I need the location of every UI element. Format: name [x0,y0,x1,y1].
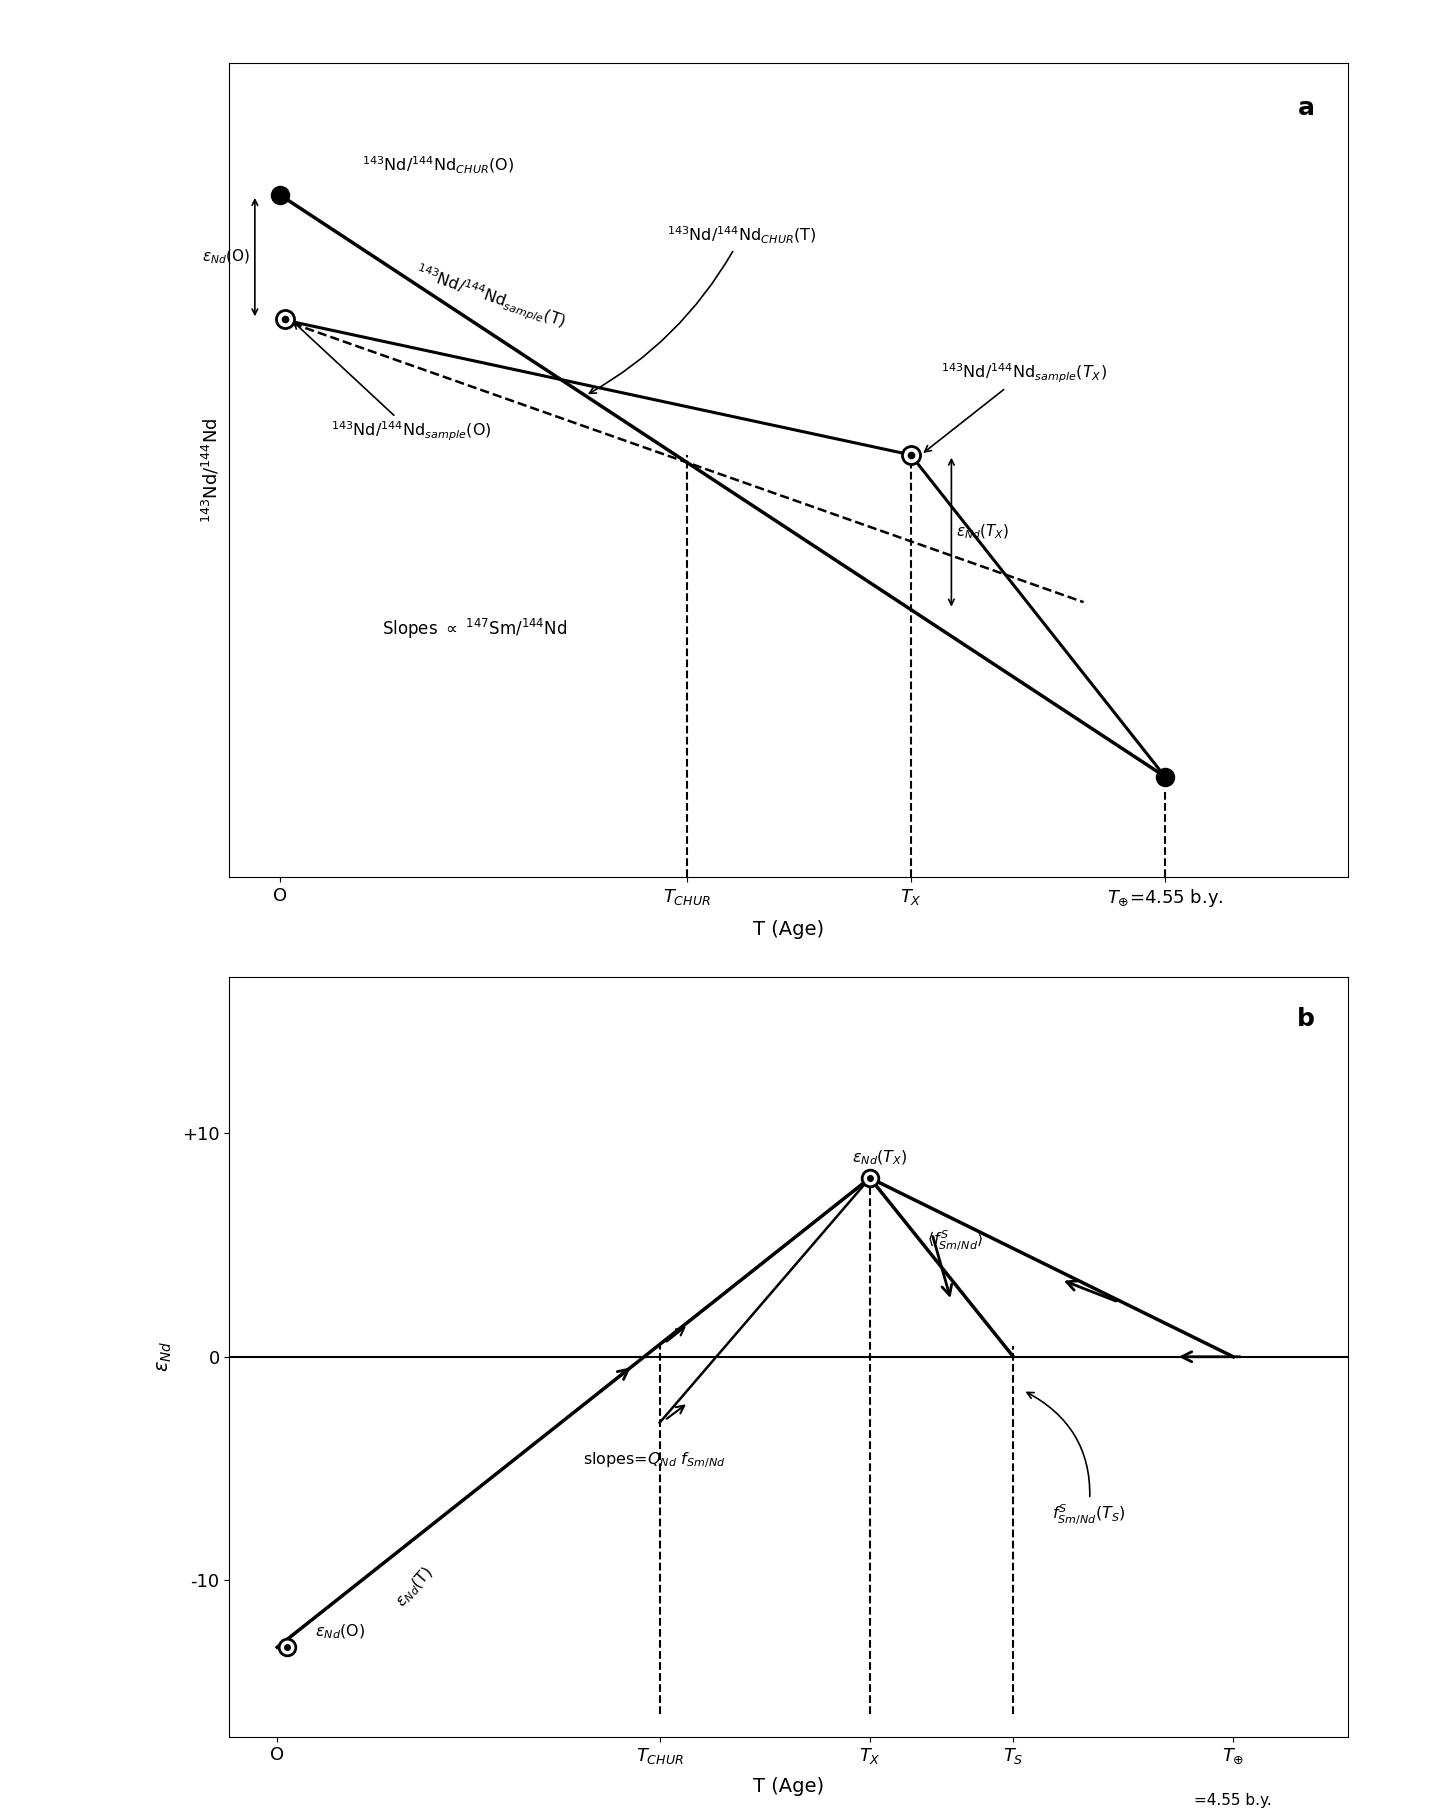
Text: $\epsilon_{Nd}$($T_X$): $\epsilon_{Nd}$($T_X$) [852,1149,908,1167]
Y-axis label: $\epsilon_{Nd}$: $\epsilon_{Nd}$ [155,1340,174,1373]
Text: $\epsilon_{Nd}$(O): $\epsilon_{Nd}$(O) [315,1623,366,1641]
Text: $\epsilon_{Nd}$(O): $\epsilon_{Nd}$(O) [202,248,250,266]
Text: $^{143}$Nd/$^{144}$Nd$_{sample}$(T): $^{143}$Nd/$^{144}$Nd$_{sample}$(T) [413,260,569,335]
Text: slopes=$Q_{Nd}$ $f_{Sm/Nd}$: slopes=$Q_{Nd}$ $f_{Sm/Nd}$ [584,1449,726,1469]
Text: $^{143}$Nd/$^{144}$Nd$_{sample}$(O): $^{143}$Nd/$^{144}$Nd$_{sample}$(O) [294,322,492,443]
Y-axis label: $^{143}$Nd/$^{144}$Nd: $^{143}$Nd/$^{144}$Nd [199,418,221,523]
X-axis label: T (Age): T (Age) [753,921,825,939]
Text: $^{143}$Nd/$^{144}$Nd$_{sample}$($T_X$): $^{143}$Nd/$^{144}$Nd$_{sample}$($T_X$) [925,362,1107,452]
Text: $\epsilon_{Nd}$($T_X$): $\epsilon_{Nd}$($T_X$) [956,523,1010,541]
Text: b: b [1296,1008,1315,1031]
Text: $^{143}$Nd/$^{144}$Nd$_{CHUR}$(T): $^{143}$Nd/$^{144}$Nd$_{CHUR}$(T) [589,226,816,393]
Text: $f^S_{Sm/Nd}$($T_S$): $f^S_{Sm/Nd}$($T_S$) [1027,1393,1126,1527]
X-axis label: T (Age): T (Age) [753,1778,825,1796]
Text: $^{143}$Nd/$^{144}$Nd$_{CHUR}$(O): $^{143}$Nd/$^{144}$Nd$_{CHUR}$(O) [361,154,513,175]
Text: $\langle f^S_{Sm/Nd}\rangle$: $\langle f^S_{Sm/Nd}\rangle$ [928,1228,984,1254]
Text: Slopes $\propto$ $^{147}$Sm/$^{144}$Nd: Slopes $\propto$ $^{147}$Sm/$^{144}$Nd [381,617,568,642]
Text: $\epsilon_{Nd}$(T): $\epsilon_{Nd}$(T) [391,1563,437,1612]
Text: a: a [1298,96,1315,119]
Text: =4.55 b.y.: =4.55 b.y. [1195,1793,1272,1807]
